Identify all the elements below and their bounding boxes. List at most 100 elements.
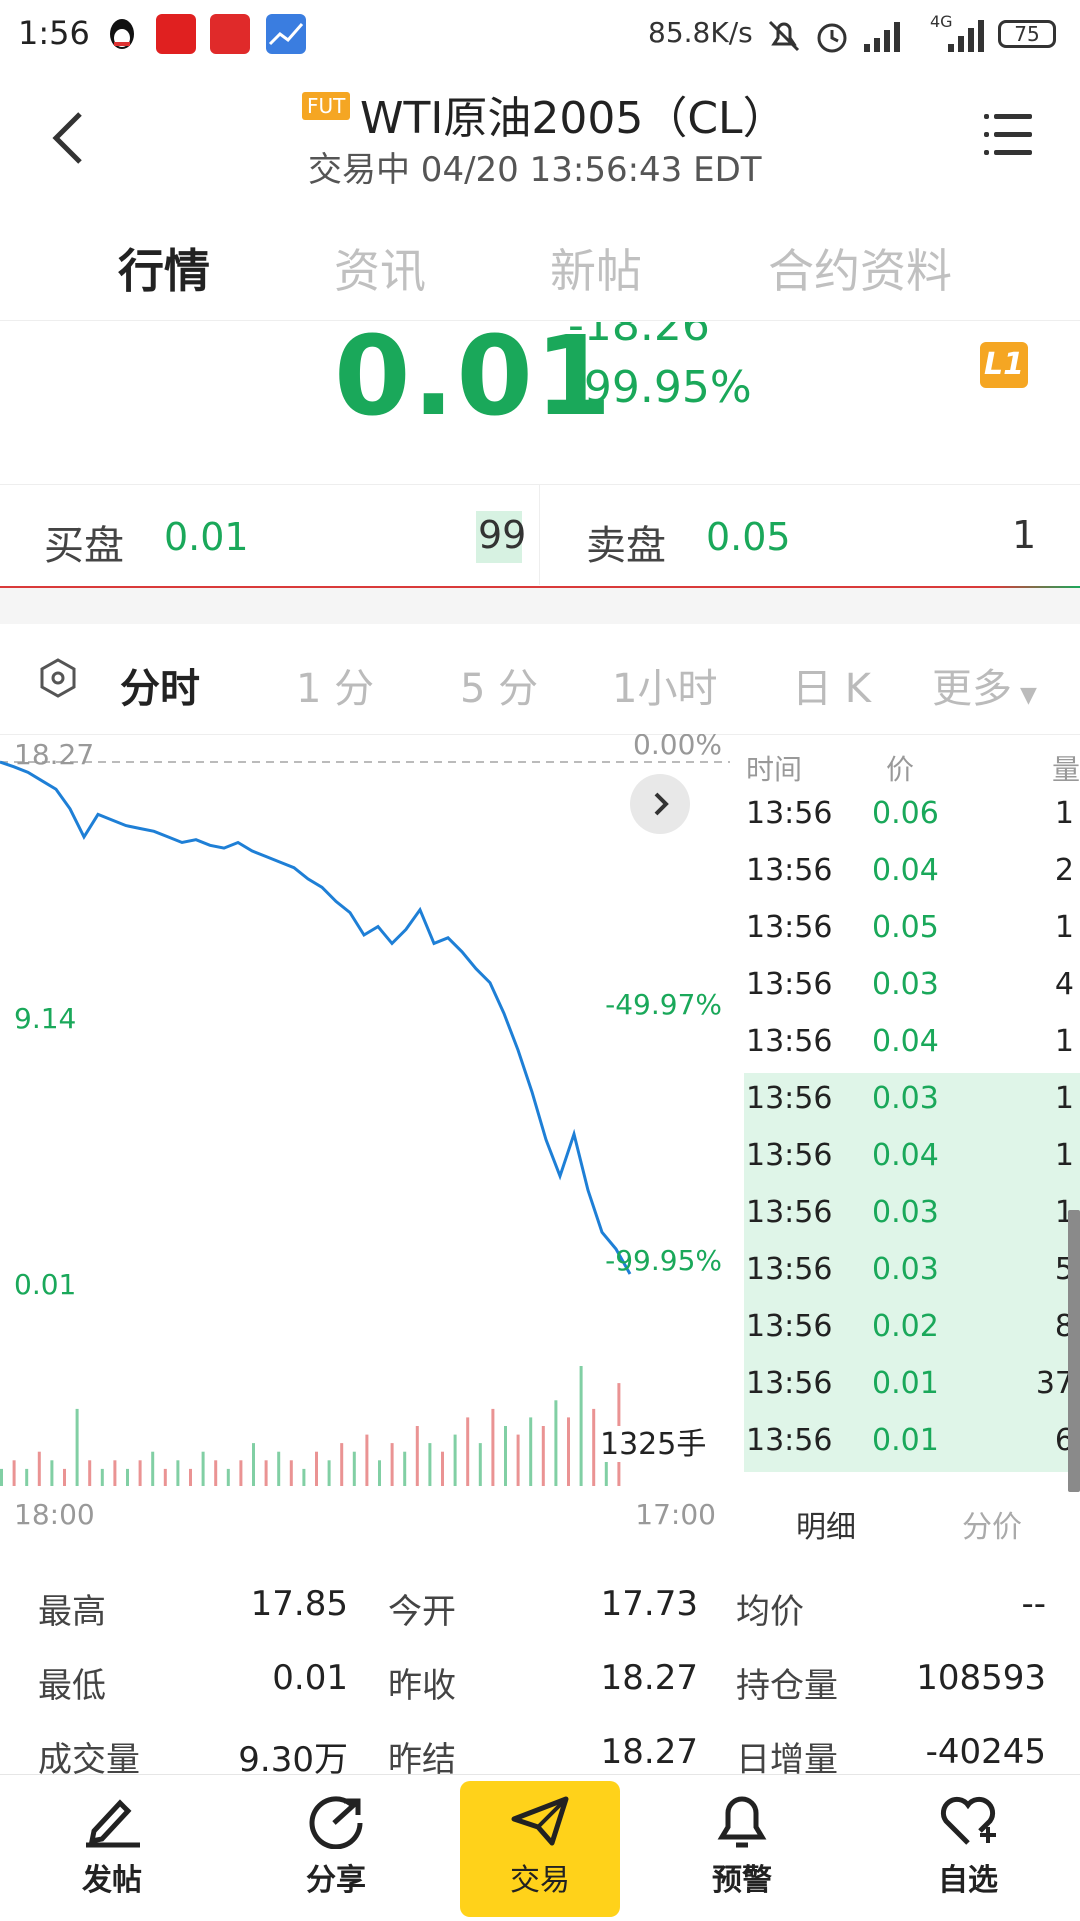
trade-row: 13:56 0.04 1	[744, 1016, 1080, 1073]
volume-bar	[12, 1460, 16, 1486]
volume-bar	[441, 1451, 444, 1486]
period-1min[interactable]: 1 分	[296, 666, 375, 712]
period-5min[interactable]: 5 分	[460, 666, 539, 712]
trade-price: 0.01	[872, 1366, 939, 1401]
nav-trade[interactable]: 交易	[460, 1781, 620, 1917]
volume-bar	[592, 1408, 596, 1486]
trade-row: 13:56 0.06 1	[744, 788, 1080, 845]
ask-price: 0.05	[706, 515, 791, 559]
battery-icon: 75	[998, 20, 1056, 48]
chart-settings-icon[interactable]	[38, 658, 78, 698]
chevron-right-icon	[654, 792, 669, 816]
expand-chart-button[interactable]	[630, 774, 690, 834]
volume-bar	[567, 1417, 570, 1486]
trade-time: 13:56	[746, 1024, 833, 1059]
nav-alert[interactable]: 预警	[662, 1781, 822, 1917]
trade-ticker: 时间 价 量 13:56 0.06 1 13:56 0.04 2 13:56 0.05 1 13:…	[744, 734, 1080, 1545]
quote-panel: 0.01 -18.26 -99.95% L1	[0, 322, 1080, 482]
trade-row: 13:56 0.04 1	[744, 1130, 1080, 1187]
tab-contract-info[interactable]: 合约资料	[768, 244, 952, 298]
price-change: -18.26	[568, 322, 710, 351]
volume-bar	[315, 1451, 318, 1486]
stat-value: 0.01	[272, 1658, 348, 1698]
nav-watchlist[interactable]: 自选	[888, 1781, 1048, 1917]
volume-bar	[302, 1468, 306, 1486]
period-1hour[interactable]: 1小时	[612, 666, 718, 712]
trade-price: 0.03	[872, 1252, 939, 1287]
stat-value: 18.27	[600, 1732, 698, 1772]
trade-time: 13:56	[746, 1252, 833, 1287]
bid-price: 0.01	[164, 515, 249, 559]
trade-row: 13:56 0.03 4	[744, 959, 1080, 1016]
intraday-chart[interactable]: 18.27 9.14 0.01 0.00% -49.97% -99.95% 13…	[0, 728, 730, 1534]
bottom-nav: 发帖 分享 交易 预警 自选	[0, 1774, 1080, 1921]
chart-canvas: 18.27 9.14 0.01 0.00% -49.97% -99.95% 13…	[0, 728, 730, 1531]
volume-bar	[189, 1468, 192, 1486]
tab-detail[interactable]: 明细	[796, 1510, 856, 1545]
tab-price-distribution[interactable]: 分价	[962, 1510, 1022, 1545]
volume-bar	[390, 1443, 394, 1486]
trade-row: 13:56 0.04 2	[744, 845, 1080, 902]
qq-icon	[102, 14, 142, 54]
nav-post[interactable]: 发帖	[32, 1781, 192, 1917]
pen-icon	[86, 1799, 140, 1848]
trade-row: 13:56 0.01 6	[744, 1415, 1080, 1472]
main-tabs: 行情 资讯 新帖 合约资料	[0, 220, 1080, 321]
volume-bar	[126, 1468, 129, 1486]
nav-trade-label: 交易	[510, 1863, 570, 1898]
mute-icon	[768, 20, 800, 52]
trade-volume: 2	[1054, 853, 1074, 888]
trade-row: 13:56 0.03 1	[744, 1073, 1080, 1130]
stat-value: 17.85	[250, 1584, 348, 1624]
stat-label: 日增量	[736, 1740, 838, 1780]
volume-bar	[504, 1426, 507, 1486]
signal-icon	[864, 22, 900, 52]
trading-status: 交易中 04/20 13:56:43 EDT	[308, 150, 762, 190]
price-change-pct: -99.95%	[568, 362, 752, 413]
tab-quote[interactable]: 行情	[118, 244, 210, 298]
volume-bar	[428, 1443, 432, 1486]
bid-ask-ratio-bar	[0, 586, 1080, 589]
period-more[interactable]: 更多 ▼	[932, 656, 1037, 714]
period-tabs: 分时 1 分 5 分 1小时 日 K 更多 ▼	[0, 624, 1080, 735]
heart-plus-icon	[940, 1796, 996, 1845]
period-intraday[interactable]: 分时	[120, 666, 200, 712]
ticker-scrollbar[interactable]	[1068, 1210, 1080, 1492]
volume-bar	[239, 1460, 243, 1486]
stock-app-icon	[210, 14, 250, 54]
trade-time: 13:56	[746, 1195, 833, 1230]
menu-button[interactable]	[984, 114, 1032, 158]
volume-bar	[176, 1460, 180, 1486]
news-app-icon	[156, 14, 196, 54]
nav-share[interactable]: 分享	[256, 1781, 416, 1917]
price-line	[0, 760, 632, 1275]
futures-badge: FUT	[302, 92, 351, 120]
volume-bar	[516, 1434, 520, 1486]
trade-row: 13:56 0.03 5	[744, 1244, 1080, 1301]
trade-price: 0.03	[872, 967, 939, 1002]
back-button[interactable]	[48, 108, 88, 179]
tab-news[interactable]: 资讯	[334, 244, 426, 298]
trade-volume: 4	[1054, 967, 1074, 1002]
trade-price: 0.04	[872, 1024, 939, 1059]
trade-volume: 1	[1054, 796, 1074, 831]
period-more-label: 更多	[932, 666, 1012, 712]
chart-app-icon	[266, 14, 306, 54]
volume-bar	[88, 1460, 92, 1486]
nav-post-label: 发帖	[82, 1863, 142, 1898]
trade-price: 0.04	[872, 853, 939, 888]
stat-value: -40245	[925, 1732, 1046, 1772]
nav-alert-label: 预警	[712, 1863, 772, 1898]
volume-bar	[352, 1451, 356, 1486]
stat-label: 今开	[388, 1592, 456, 1632]
bell-icon	[717, 1796, 767, 1848]
volume-bar	[289, 1460, 293, 1486]
bid-label: 买盘	[44, 523, 124, 569]
period-daily[interactable]: 日 K	[792, 666, 871, 712]
tab-posts[interactable]: 新帖	[550, 244, 642, 298]
bid-ask-bar: 买盘 0.01 99 卖盘 0.05 1	[0, 484, 1080, 589]
pct-top-label: 0.00%	[633, 734, 722, 761]
volume-bar	[201, 1451, 205, 1486]
bid-qty: 99	[478, 513, 527, 557]
level1-badge[interactable]: L1	[980, 342, 1028, 388]
